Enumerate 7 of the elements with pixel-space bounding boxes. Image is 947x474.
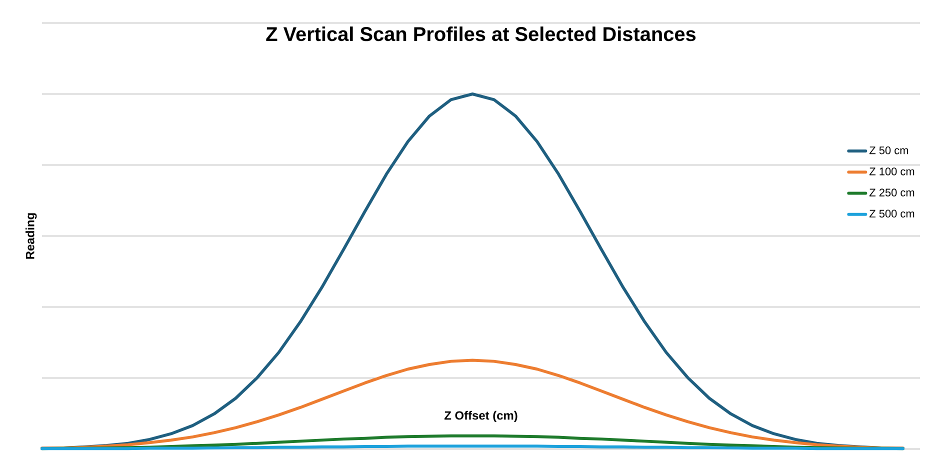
legend-label: Z 250 cm — [869, 188, 914, 196]
legend-label: Z 100 cm — [869, 168, 914, 176]
legend-label: Z 500 cm — [869, 210, 914, 218]
y-axis-title: Reading — [26, 213, 37, 259]
legend-label: Z 50 cm — [869, 146, 908, 154]
chart-title: Z Vertical Scan Profiles at Selected Distances — [266, 26, 696, 42]
x-axis-title: Z Offset (cm) — [444, 410, 518, 422]
